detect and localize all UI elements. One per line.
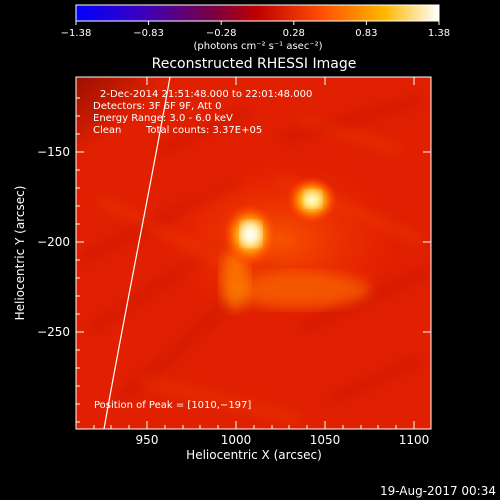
x-tick-label: 1000 [221, 433, 252, 447]
x-ticks [93, 77, 415, 429]
colorbar-units: (photons cm⁻² s⁻¹ asec⁻²) [193, 41, 322, 52]
y-tick-label: −250 [37, 325, 70, 339]
y-ticks [76, 97, 431, 423]
energy-range: Energy Range: 3.0 - 6.0 keV [93, 113, 233, 124]
colorbar-tick: −0.83 [133, 28, 164, 39]
peak-position: Position of Peak = [1010,−197] [94, 400, 251, 411]
colorbar-tick: −1.38 [61, 28, 92, 39]
solar-limb [103, 77, 171, 429]
plot-title: Reconstructed RHESSI Image [152, 56, 357, 72]
y-tick-label: −200 [37, 235, 70, 249]
colorbar-tick: 0.83 [355, 28, 377, 39]
detectors: Detectors: 3F 6F 9F, Att 0 [93, 101, 221, 112]
colorbar-tick: 1.38 [428, 28, 450, 39]
colorbar-tick: −0.28 [206, 28, 237, 39]
time-range: 2-Dec-2014 21:51:48.000 to 22:01:48.000 [100, 89, 312, 100]
y-tick-label: −150 [37, 145, 70, 159]
y-axis-label: Heliocentric Y (arcsec) [13, 186, 27, 321]
colorbar-tick: 0.28 [283, 28, 305, 39]
rhessi-image [76, 77, 431, 429]
clean-label: Clean [93, 125, 121, 136]
total-counts: Total counts: 3.37E+05 [145, 125, 262, 136]
x-tick-label: 1050 [310, 433, 341, 447]
x-tick-label: 950 [136, 433, 159, 447]
x-tick-label: 1100 [399, 433, 430, 447]
timestamp: 19-Aug-2017 00:34 [380, 484, 496, 498]
x-axis-label: Heliocentric X (arcsec) [186, 448, 322, 462]
colorbar [75, 4, 440, 22]
